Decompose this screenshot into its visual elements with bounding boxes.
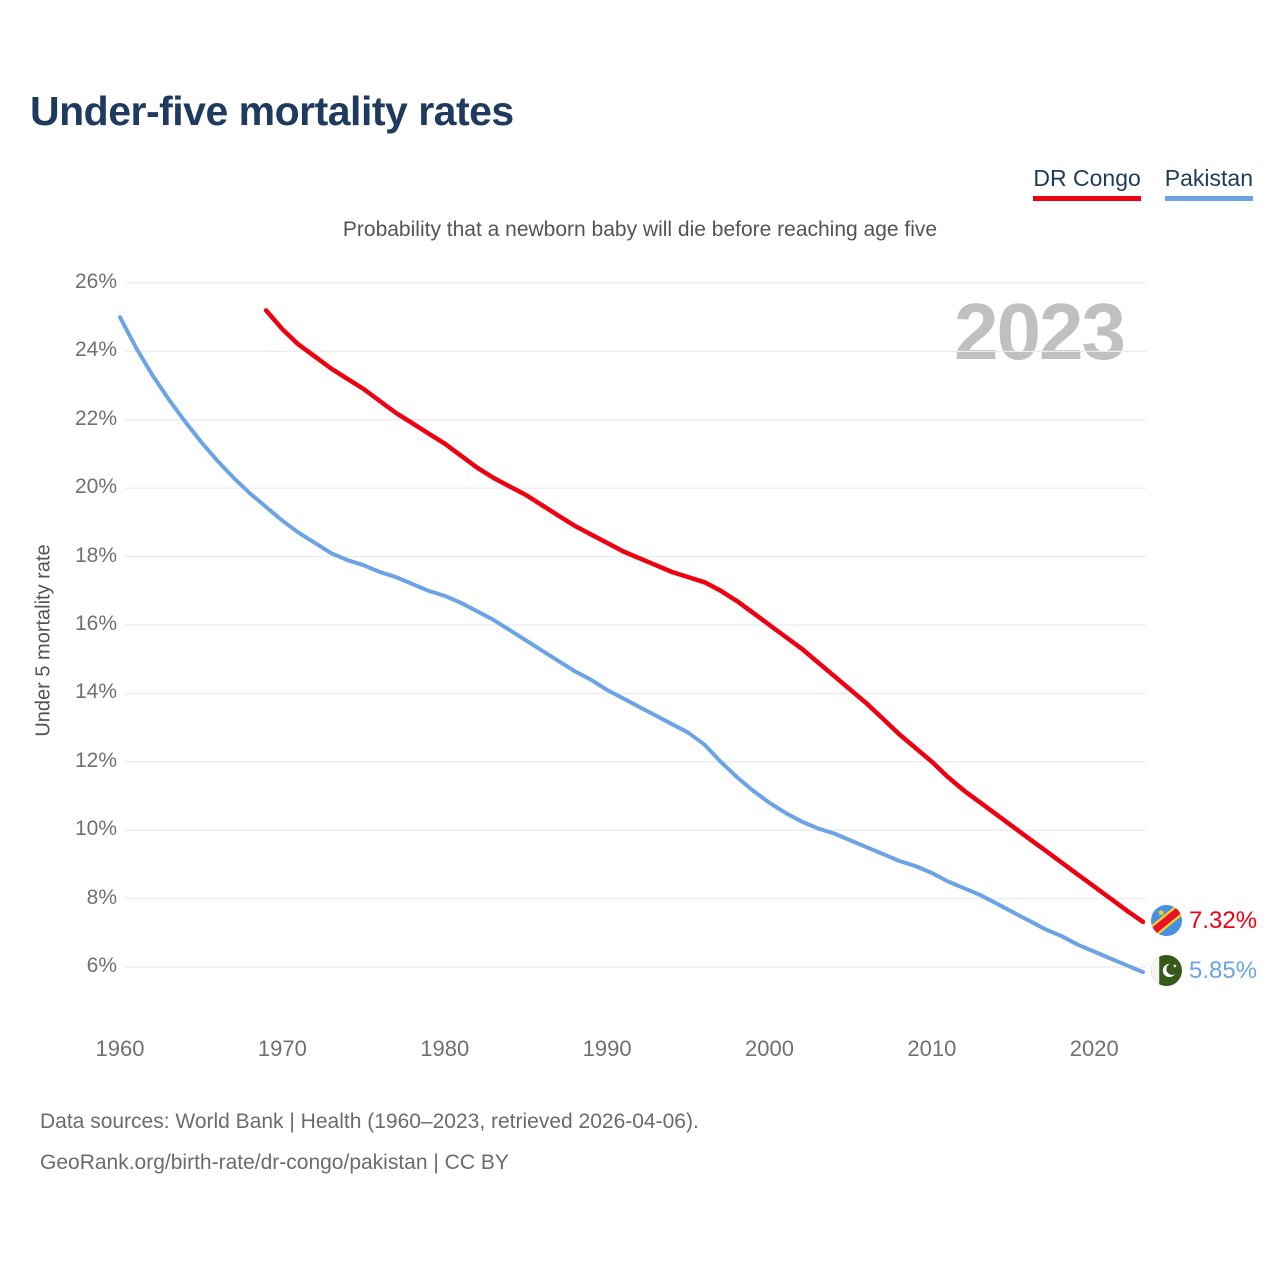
- legend: DR Congo Pakistan: [1033, 165, 1253, 201]
- end-label-dr-congo: 7.32%: [1151, 905, 1257, 936]
- legend-item-pakistan[interactable]: Pakistan: [1164, 165, 1253, 201]
- dr-congo-flag-icon: [1151, 905, 1182, 936]
- end-label-pakistan: 5.85%: [1151, 955, 1257, 986]
- legend-item-dr-congo[interactable]: DR Congo: [1033, 165, 1141, 201]
- pakistan-flag-icon: [1151, 955, 1182, 986]
- footer-attribution: GeoRank.org/birth-rate/dr-congo/pakistan…: [40, 1151, 509, 1174]
- end-value-dr-congo: 7.32%: [1189, 906, 1258, 934]
- footer-data-sources: Data sources: World Bank | Health (1960–…: [40, 1110, 699, 1133]
- chart-subtitle: Probability that a newborn baby will die…: [342, 218, 938, 241]
- year-watermark: 2023: [954, 287, 1126, 376]
- page-title: Under-five mortality rates: [30, 88, 514, 134]
- series-line-pakistan[interactable]: [118, 315, 1145, 975]
- series-line-dr-congo[interactable]: [263, 308, 1146, 925]
- end-value-pakistan: 5.85%: [1189, 956, 1258, 984]
